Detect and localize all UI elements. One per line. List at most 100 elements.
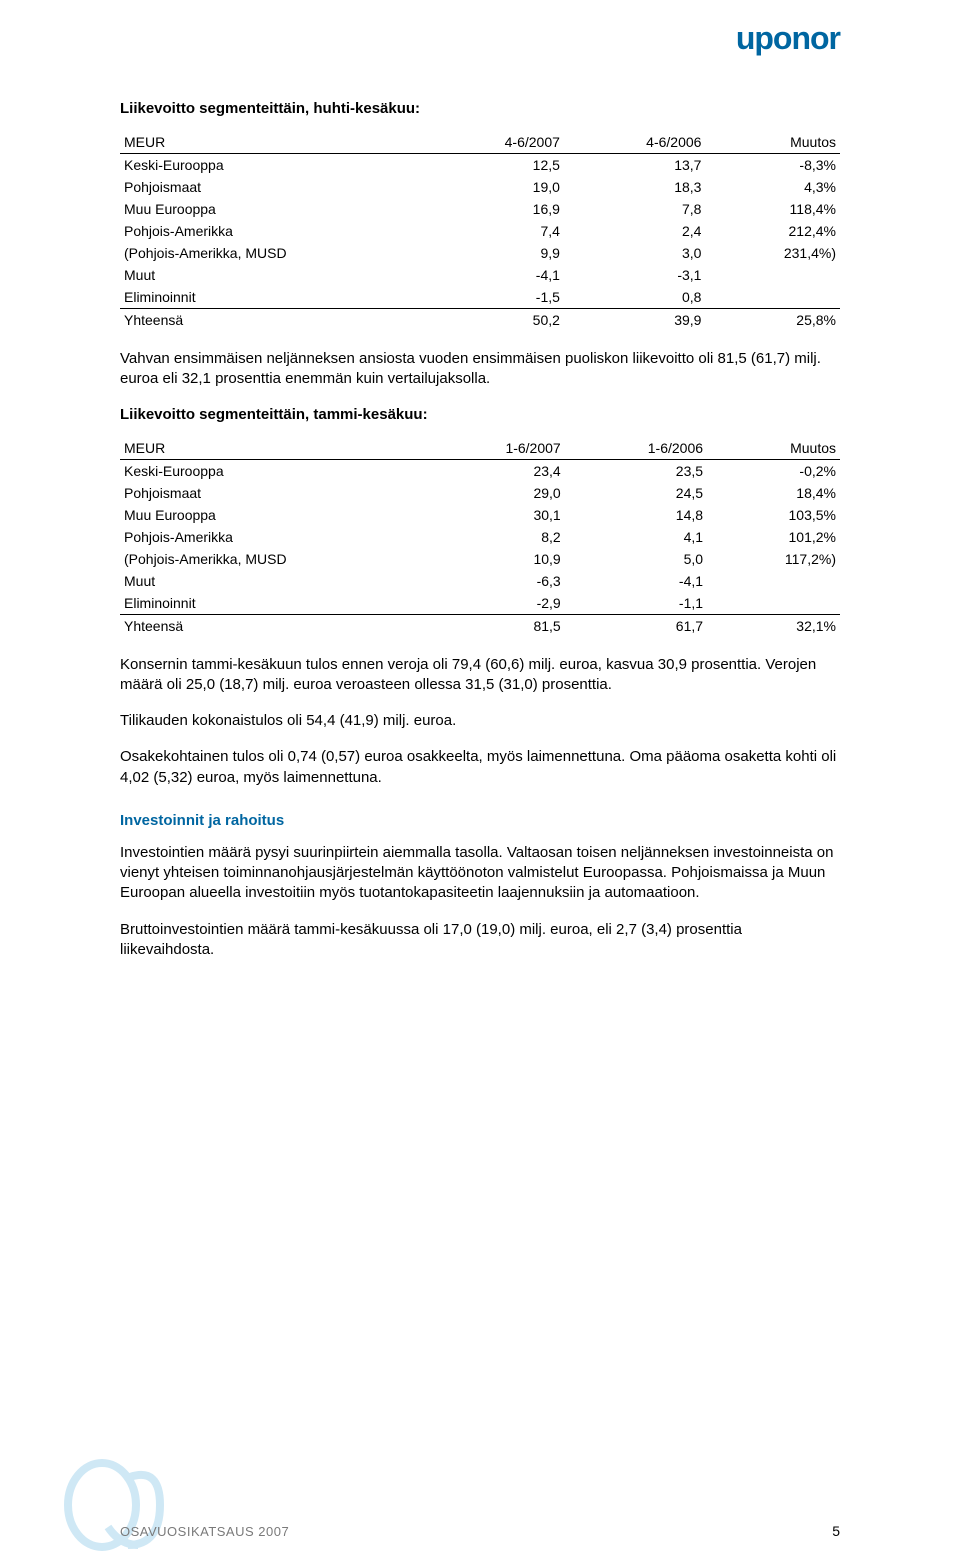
table-cell: (Pohjois-Amerikka, MUSD [120,242,422,264]
table-cell: Eliminoinnit [120,592,422,615]
section2-title: Liikevoitto segmenteittäin, tammi-kesäku… [120,406,840,423]
table-cell: 32,1% [707,614,840,637]
table-cell: 61,7 [565,614,707,637]
table-cell: 23,5 [565,459,707,482]
table-cell: 8,2 [422,526,564,548]
table-cell: 7,8 [564,198,706,220]
table-cell: Pohjois-Amerikka [120,220,422,242]
table-cell: Eliminoinnit [120,286,422,309]
table-cell: 2,4 [564,220,706,242]
table-cell: 81,5 [422,614,564,637]
col-header: 1-6/2006 [565,437,707,460]
table-cell: 9,9 [422,242,564,264]
paragraph: Tilikauden kokonaistulos oli 54,4 (41,9)… [120,711,840,731]
table-cell: -1,1 [565,592,707,615]
table-cell: 117,2%) [707,548,840,570]
footer-label: OSAVUOSIKATSAUS 2007 [120,1524,289,1539]
table-section1: MEUR 4-6/2007 4-6/2006 Muutos Keski-Euro… [120,131,840,331]
table-cell: -8,3% [705,154,840,177]
table-cell: Pohjoismaat [120,176,422,198]
table-row: Keski-Eurooppa12,513,7-8,3% [120,154,840,177]
table-cell: 18,4% [707,482,840,504]
table-row: (Pohjois-Amerikka, MUSD9,93,0231,4%) [120,242,840,264]
page-footer: OSAVUOSIKATSAUS 2007 5 [120,1523,840,1539]
table-cell: Pohjoismaat [120,482,422,504]
section3-heading: Investoinnit ja rahoitus [120,812,840,829]
table-cell: 0,8 [564,286,706,309]
table-row: Eliminoinnit-2,9-1,1 [120,592,840,615]
table-cell: -6,3 [422,570,564,592]
col-header: Muutos [705,131,840,154]
table-cell: -3,1 [564,264,706,286]
table-cell: 18,3 [564,176,706,198]
table-cell: 7,4 [422,220,564,242]
table-row: Muut-6,3-4,1 [120,570,840,592]
table-cell: 30,1 [422,504,564,526]
table-cell: 4,3% [705,176,840,198]
table-cell: -1,5 [422,286,564,309]
table-cell: 14,8 [565,504,707,526]
table-cell: -4,1 [565,570,707,592]
table-cell [707,570,840,592]
table-cell: Muut [120,570,422,592]
table-header-row: MEUR 1-6/2007 1-6/2006 Muutos [120,437,840,460]
paragraph: Bruttoinvestointien määrä tammi-kesäkuus… [120,920,840,961]
table-cell: -2,9 [422,592,564,615]
col-header: MEUR [120,131,422,154]
table-cell: -0,2% [707,459,840,482]
table-cell: 118,4% [705,198,840,220]
table-row: Muu Eurooppa16,97,8118,4% [120,198,840,220]
col-header: Muutos [707,437,840,460]
table-row: Eliminoinnit-1,50,8 [120,286,840,309]
table-section2: MEUR 1-6/2007 1-6/2006 Muutos Keski-Euro… [120,437,840,637]
table-cell: 23,4 [422,459,564,482]
table-cell: 39,9 [564,309,706,332]
q2-watermark-icon [60,1457,170,1557]
table-cell: Keski-Eurooppa [120,154,422,177]
paragraph: Osakekohtainen tulos oli 0,74 (0,57) eur… [120,747,840,788]
table-cell: 212,4% [705,220,840,242]
table-row: Muu Eurooppa30,114,8103,5% [120,504,840,526]
table-cell: Yhteensä [120,614,422,637]
table-row: Keski-Eurooppa23,423,5-0,2% [120,459,840,482]
table-total-row: Yhteensä50,239,925,8% [120,309,840,332]
paragraph: Investointien määrä pysyi suurinpiirtein… [120,843,840,904]
paragraph: Konsernin tammi-kesäkuun tulos ennen ver… [120,655,840,696]
table-cell: 25,8% [705,309,840,332]
table-row: Pohjoismaat19,018,34,3% [120,176,840,198]
table-row: Pohjois-Amerikka7,42,4212,4% [120,220,840,242]
table-cell: 10,9 [422,548,564,570]
section1-title: Liikevoitto segmenteittäin, huhti-kesäku… [120,100,840,117]
col-header: 4-6/2007 [422,131,564,154]
table-cell [705,264,840,286]
table-cell: 103,5% [707,504,840,526]
paragraph: Vahvan ensimmäisen neljänneksen ansiosta… [120,349,840,390]
table-cell [707,592,840,615]
col-header: MEUR [120,437,422,460]
table-cell: Muu Eurooppa [120,198,422,220]
table-cell: 19,0 [422,176,564,198]
page-number: 5 [832,1523,840,1539]
table-row: (Pohjois-Amerikka, MUSD10,95,0117,2%) [120,548,840,570]
table-row: Pohjois-Amerikka8,24,1101,2% [120,526,840,548]
col-header: 1-6/2007 [422,437,564,460]
table-cell: Muut [120,264,422,286]
table-cell: 101,2% [707,526,840,548]
table-row: Pohjoismaat29,024,518,4% [120,482,840,504]
table-cell: (Pohjois-Amerikka, MUSD [120,548,422,570]
table-cell: 231,4%) [705,242,840,264]
table-cell: 29,0 [422,482,564,504]
table-cell: 16,9 [422,198,564,220]
table-cell: Muu Eurooppa [120,504,422,526]
table-cell: 24,5 [565,482,707,504]
table-row: Muut-4,1-3,1 [120,264,840,286]
table-total-row: Yhteensä81,561,732,1% [120,614,840,637]
table-cell: 5,0 [565,548,707,570]
table-header-row: MEUR 4-6/2007 4-6/2006 Muutos [120,131,840,154]
table-cell: Yhteensä [120,309,422,332]
col-header: 4-6/2006 [564,131,706,154]
table-cell: 50,2 [422,309,564,332]
brand-logo: uponor [736,20,840,57]
table-cell: Keski-Eurooppa [120,459,422,482]
table-cell: 4,1 [565,526,707,548]
